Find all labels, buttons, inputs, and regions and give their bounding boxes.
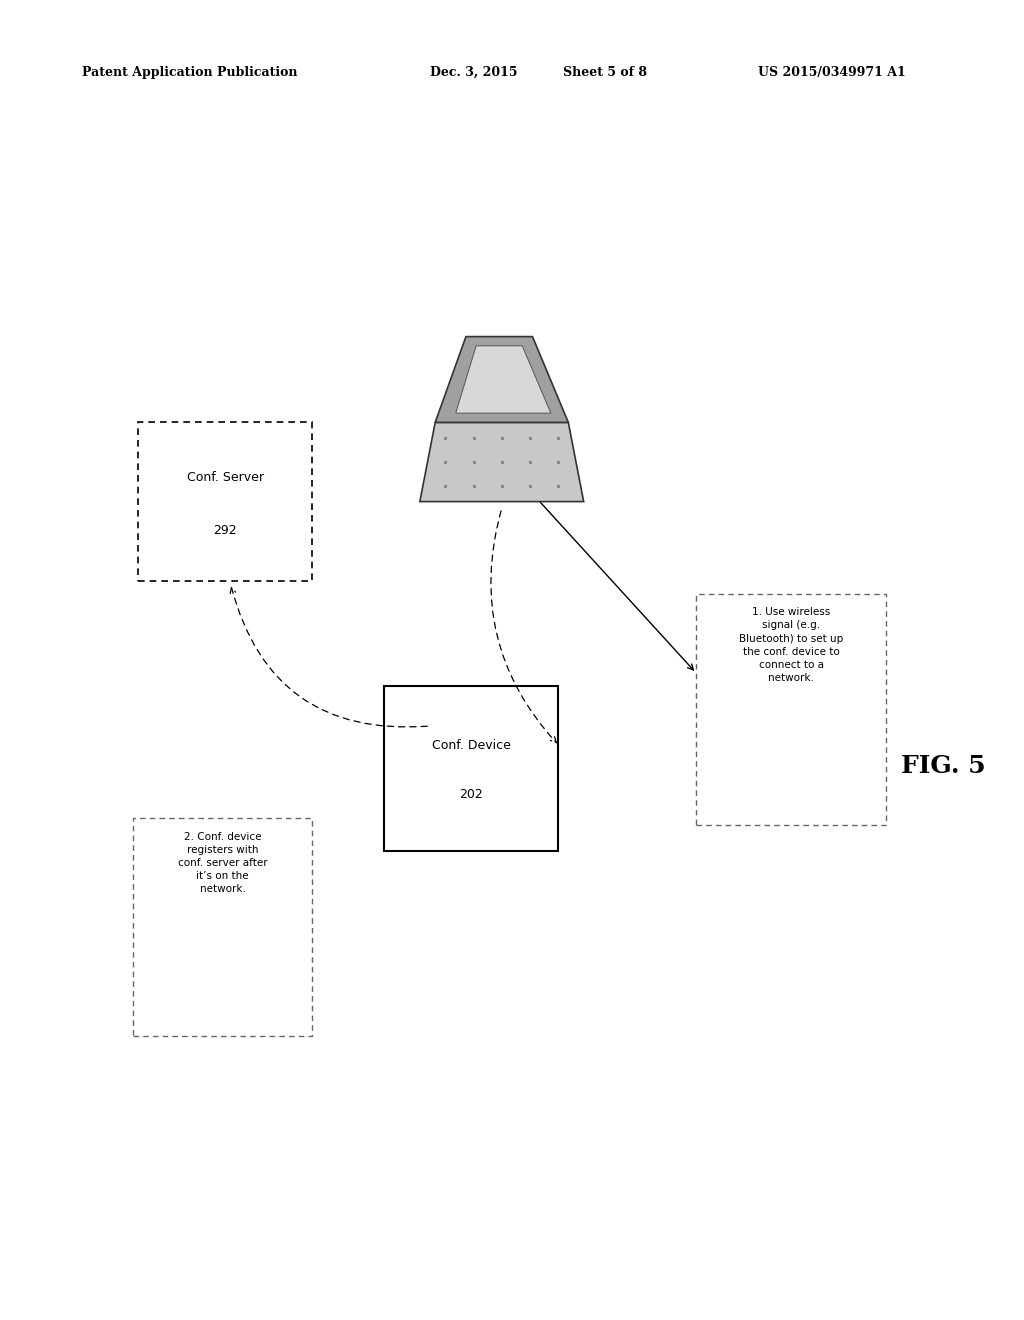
FancyBboxPatch shape (133, 818, 312, 1036)
Text: 202: 202 (459, 788, 483, 801)
Text: 2. Conf. device
registers with
conf. server after
it’s on the
network.: 2. Conf. device registers with conf. ser… (178, 832, 267, 895)
Text: FIG. 5: FIG. 5 (901, 754, 986, 777)
FancyBboxPatch shape (384, 686, 558, 851)
Text: Sheet 5 of 8: Sheet 5 of 8 (563, 66, 647, 79)
FancyBboxPatch shape (696, 594, 886, 825)
FancyBboxPatch shape (138, 422, 312, 581)
Polygon shape (435, 337, 568, 422)
Text: Patent Application Publication: Patent Application Publication (82, 66, 297, 79)
Polygon shape (456, 346, 551, 413)
FancyArrowPatch shape (490, 511, 556, 743)
FancyArrowPatch shape (230, 587, 427, 727)
Text: 1. Use wireless
signal (e.g.
Bluetooth) to set up
the conf. device to
connect to: 1. Use wireless signal (e.g. Bluetooth) … (739, 607, 843, 684)
Text: 292: 292 (213, 524, 238, 537)
Text: Conf. Device: Conf. Device (431, 739, 511, 752)
Text: US 2015/0349971 A1: US 2015/0349971 A1 (758, 66, 905, 79)
Text: Conf. Server: Conf. Server (186, 471, 264, 484)
Polygon shape (420, 422, 584, 502)
Text: Dec. 3, 2015: Dec. 3, 2015 (430, 66, 517, 79)
